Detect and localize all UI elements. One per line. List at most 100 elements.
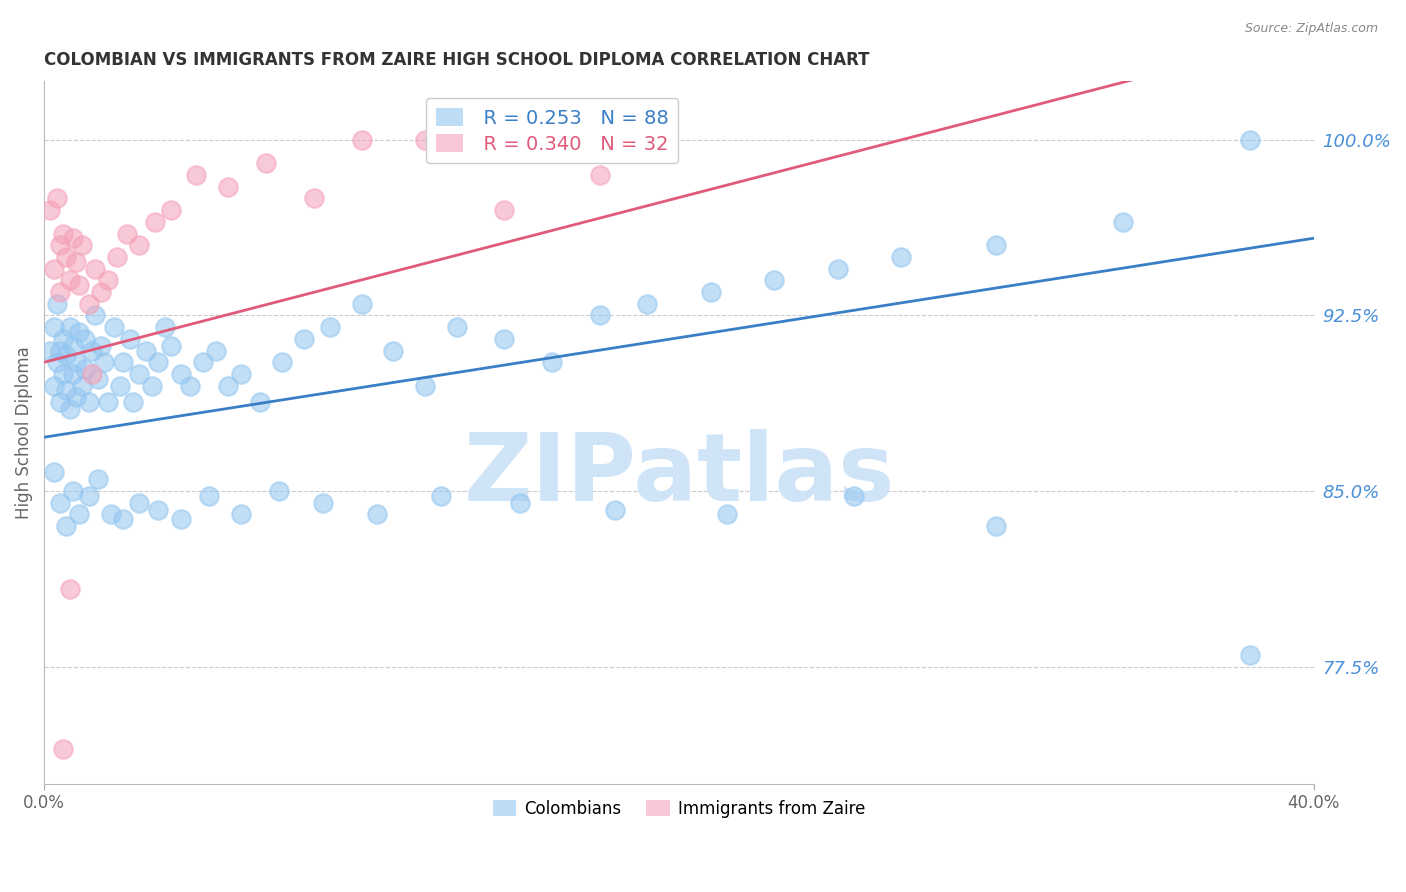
Point bbox=[55, 250, 77, 264]
Point bbox=[65, 391, 87, 405]
Point bbox=[70, 378, 93, 392]
Point bbox=[350, 133, 373, 147]
Point bbox=[135, 343, 157, 358]
Point bbox=[986, 519, 1008, 533]
Point bbox=[148, 503, 170, 517]
Point bbox=[55, 348, 77, 362]
Point bbox=[39, 203, 62, 218]
Point bbox=[446, 320, 468, 334]
Text: ZIPatlas: ZIPatlas bbox=[463, 429, 894, 521]
Point bbox=[52, 332, 75, 346]
Point bbox=[494, 332, 516, 346]
Point bbox=[49, 496, 72, 510]
Point bbox=[77, 395, 100, 409]
Point bbox=[319, 320, 342, 334]
Point bbox=[103, 320, 125, 334]
Point bbox=[541, 355, 564, 369]
Point bbox=[204, 343, 226, 358]
Point bbox=[105, 250, 128, 264]
Point bbox=[128, 367, 150, 381]
Point bbox=[67, 325, 90, 339]
Point bbox=[55, 519, 77, 533]
Point bbox=[65, 355, 87, 369]
Point bbox=[254, 156, 277, 170]
Point bbox=[42, 261, 65, 276]
Point bbox=[122, 395, 145, 409]
Point bbox=[112, 355, 135, 369]
Point bbox=[153, 320, 176, 334]
Point bbox=[45, 297, 67, 311]
Point bbox=[430, 489, 453, 503]
Point bbox=[229, 367, 252, 381]
Point bbox=[842, 489, 865, 503]
Point bbox=[39, 343, 62, 358]
Point bbox=[148, 355, 170, 369]
Point bbox=[292, 332, 315, 346]
Point bbox=[271, 355, 294, 369]
Point bbox=[97, 273, 120, 287]
Point bbox=[62, 484, 84, 499]
Point bbox=[217, 378, 239, 392]
Point bbox=[128, 238, 150, 252]
Point bbox=[45, 355, 67, 369]
Point bbox=[52, 741, 75, 756]
Point bbox=[42, 378, 65, 392]
Point bbox=[49, 238, 72, 252]
Point bbox=[90, 339, 112, 353]
Point bbox=[80, 367, 103, 381]
Point bbox=[93, 355, 115, 369]
Point bbox=[382, 343, 405, 358]
Point bbox=[67, 278, 90, 293]
Point bbox=[716, 508, 738, 522]
Point bbox=[160, 339, 183, 353]
Point bbox=[763, 273, 786, 287]
Point bbox=[58, 273, 80, 287]
Point bbox=[112, 512, 135, 526]
Point bbox=[827, 261, 849, 276]
Text: COLOMBIAN VS IMMIGRANTS FROM ZAIRE HIGH SCHOOL DIPLOMA CORRELATION CHART: COLOMBIAN VS IMMIGRANTS FROM ZAIRE HIGH … bbox=[44, 51, 870, 69]
Point bbox=[110, 378, 132, 392]
Point bbox=[52, 227, 75, 241]
Point bbox=[605, 503, 627, 517]
Point bbox=[62, 367, 84, 381]
Point bbox=[413, 133, 436, 147]
Point bbox=[42, 466, 65, 480]
Point bbox=[75, 362, 97, 376]
Point bbox=[249, 395, 271, 409]
Point bbox=[312, 496, 335, 510]
Point bbox=[494, 203, 516, 218]
Point bbox=[87, 372, 110, 386]
Point bbox=[509, 496, 531, 510]
Text: Source: ZipAtlas.com: Source: ZipAtlas.com bbox=[1244, 22, 1378, 36]
Point bbox=[160, 203, 183, 218]
Point bbox=[70, 238, 93, 252]
Point bbox=[588, 168, 610, 182]
Point bbox=[58, 402, 80, 417]
Point bbox=[118, 332, 141, 346]
Point bbox=[699, 285, 721, 299]
Point bbox=[890, 250, 912, 264]
Point bbox=[413, 378, 436, 392]
Point bbox=[67, 508, 90, 522]
Point bbox=[986, 238, 1008, 252]
Point bbox=[186, 168, 208, 182]
Point bbox=[169, 367, 191, 381]
Point bbox=[55, 384, 77, 398]
Point bbox=[366, 508, 388, 522]
Point bbox=[87, 472, 110, 486]
Point bbox=[1239, 648, 1261, 662]
Point bbox=[169, 512, 191, 526]
Point bbox=[77, 489, 100, 503]
Point bbox=[588, 309, 610, 323]
Point bbox=[1112, 215, 1135, 229]
Point bbox=[83, 309, 105, 323]
Y-axis label: High School Diploma: High School Diploma bbox=[15, 346, 32, 519]
Point bbox=[75, 332, 97, 346]
Point bbox=[62, 339, 84, 353]
Point bbox=[141, 378, 163, 392]
Point bbox=[62, 231, 84, 245]
Point bbox=[143, 215, 166, 229]
Point bbox=[97, 395, 120, 409]
Legend: Colombians, Immigrants from Zaire: Colombians, Immigrants from Zaire bbox=[486, 793, 872, 824]
Point bbox=[100, 508, 122, 522]
